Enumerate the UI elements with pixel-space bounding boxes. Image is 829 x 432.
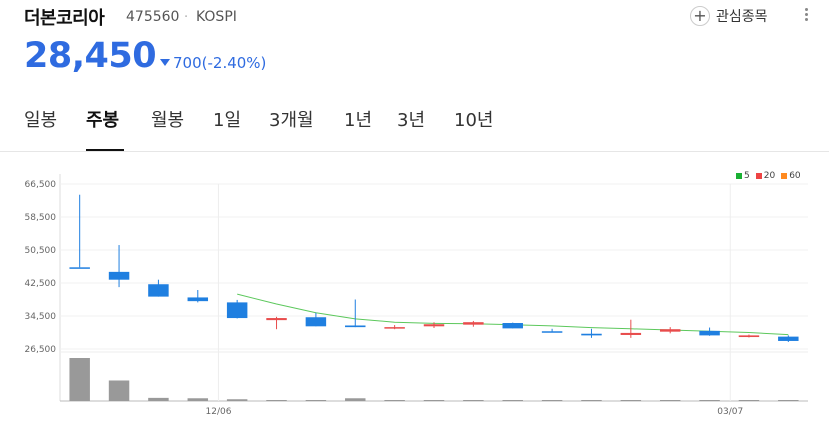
y-tick-label: 66,500 — [25, 180, 57, 190]
separator-dot: · — [184, 10, 189, 25]
volume-bar — [69, 358, 90, 401]
volume-bar — [502, 400, 523, 401]
y-tick-label: 42,500 — [25, 279, 57, 289]
legend-item-ma20[interactable]: 20 — [755, 171, 776, 181]
volume-bar — [738, 400, 760, 401]
candle-body — [699, 330, 720, 336]
ma-line-20 — [237, 293, 789, 336]
legend-swatch — [736, 173, 742, 179]
volume-bar — [148, 397, 169, 401]
candle-body — [266, 318, 287, 321]
stock-code: 475560 — [126, 9, 180, 25]
tab-3years[interactable]: 3년 — [397, 110, 426, 131]
tab-daily[interactable]: 일봉 — [24, 110, 58, 131]
stock-name: 더본코리아 — [24, 8, 105, 29]
volume-bar — [463, 400, 484, 401]
volume-bar — [108, 380, 130, 401]
volume-bar — [305, 400, 327, 401]
volume-bar — [659, 400, 681, 401]
divider — [0, 151, 829, 152]
legend-swatch — [755, 173, 762, 179]
tab-monthly[interactable]: 월봉 — [151, 110, 185, 131]
candle-body — [423, 324, 445, 327]
chart-legend: 5 20 60 — [736, 171, 801, 181]
legend-item-ma60[interactable]: 60 — [781, 171, 801, 181]
x-tick-label: 03/07 — [717, 407, 743, 417]
y-tick-label: 26,500 — [25, 345, 57, 355]
y-tick-label: 58,500 — [25, 213, 57, 223]
volume-bar — [266, 400, 287, 401]
legend-label: 60 — [789, 171, 801, 181]
y-tick-label: 34,500 — [25, 312, 57, 322]
legend-label: 5 — [744, 171, 750, 181]
candle-body — [659, 329, 681, 332]
candle-body — [384, 327, 405, 329]
volume-bar — [423, 400, 445, 401]
volume-bar — [384, 400, 405, 401]
candle-body — [345, 325, 366, 328]
candle-body — [148, 284, 169, 297]
candle-body — [187, 297, 209, 302]
candle-body — [69, 267, 90, 269]
legend-swatch — [781, 173, 788, 179]
volume-bar — [345, 398, 366, 401]
more-menu-icon[interactable] — [803, 6, 809, 28]
y-tick-label: 50,500 — [25, 246, 57, 256]
active-tab-indicator — [86, 149, 124, 151]
price-change: 700(-2.40%) — [173, 54, 267, 72]
favorite-label: 관심종목 — [716, 9, 768, 25]
volume-bar — [187, 398, 209, 401]
tab-3months[interactable]: 3개월 — [269, 110, 314, 131]
candle-body — [778, 336, 799, 341]
candle-body — [305, 317, 327, 327]
volume-bar — [541, 400, 563, 401]
volume-bar — [778, 400, 799, 401]
candle-body — [620, 332, 642, 335]
candle-body — [463, 322, 484, 325]
down-arrow-icon — [160, 59, 170, 66]
candle-body — [502, 323, 523, 329]
candle-body — [226, 302, 248, 319]
candle-body — [108, 271, 130, 280]
volume-bar — [226, 399, 248, 401]
volume-bar — [581, 400, 602, 401]
current-price: 28,450 — [24, 36, 157, 76]
volume-bar — [620, 400, 642, 401]
legend-item-ma5[interactable]: 5 — [736, 171, 750, 181]
candle-body — [738, 335, 760, 338]
volume-bar — [699, 400, 720, 401]
tab-weekly[interactable]: 주봉 — [86, 110, 120, 131]
candle-body — [541, 331, 563, 333]
add-favorite-button[interactable]: + 관심종목 — [690, 4, 768, 28]
market-name: KOSPI — [196, 9, 237, 25]
tab-10years[interactable]: 10년 — [454, 110, 494, 131]
plus-icon: + — [690, 6, 710, 26]
tab-1day[interactable]: 1일 — [213, 110, 242, 131]
candle-body — [581, 333, 602, 336]
tab-1year[interactable]: 1년 — [344, 110, 373, 131]
x-tick-label: 12/06 — [206, 407, 232, 417]
period-tabs: 일봉 주봉 월봉 1일 3개월 1년 3년 10년 — [0, 100, 600, 152]
legend-label: 20 — [763, 171, 776, 181]
